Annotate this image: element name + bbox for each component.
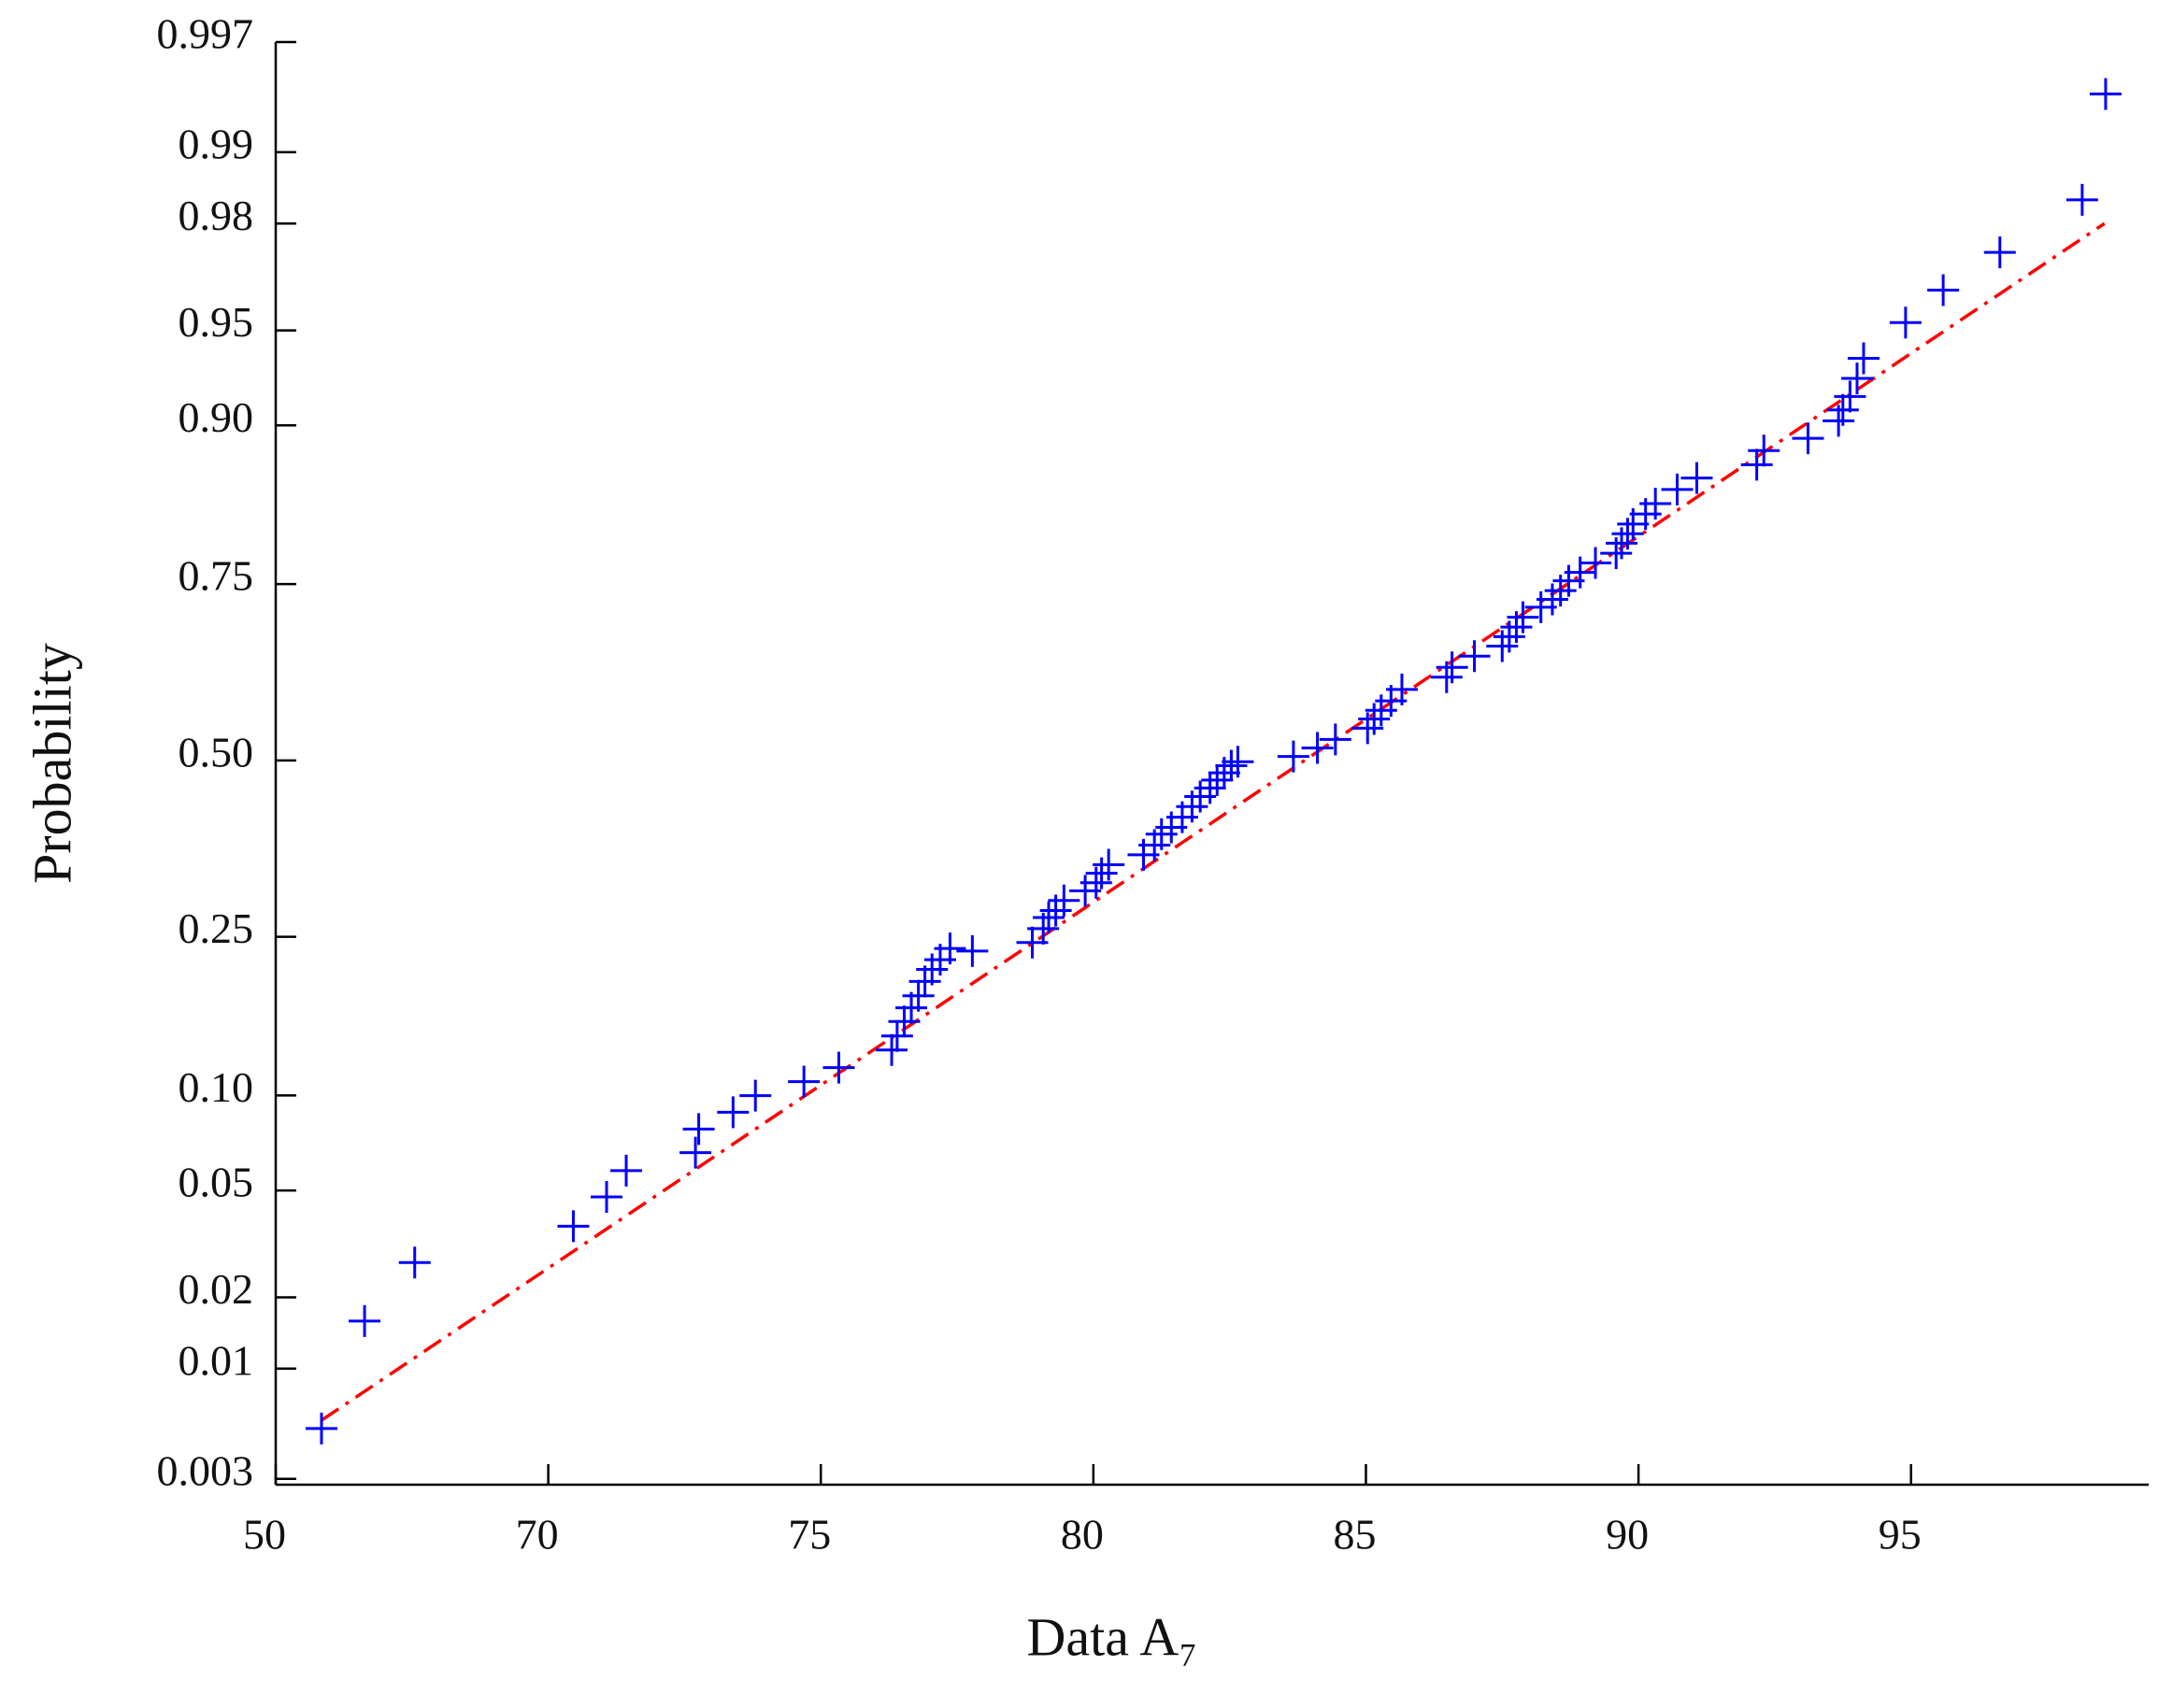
data-point (1847, 342, 1880, 375)
data-point (1661, 473, 1694, 505)
fit-line (321, 221, 2106, 1422)
data-point (1358, 703, 1391, 735)
data-point (1351, 712, 1384, 745)
data-point (895, 991, 928, 1024)
data-point (1215, 749, 1248, 782)
data-point (1536, 583, 1568, 616)
x-tick-label: 85 (1333, 1511, 1376, 1559)
x-tick-label: 75 (788, 1511, 831, 1559)
data-point (1748, 434, 1780, 467)
data-point (557, 1210, 590, 1243)
y-tick-label: 0.50 (179, 728, 254, 776)
x-tick-label: 95 (1879, 1511, 1922, 1559)
y-axis-label: Probability (21, 643, 82, 884)
data-point (682, 1113, 715, 1146)
y-tick-label: 0.05 (179, 1159, 254, 1206)
data-point (1093, 848, 1125, 881)
data-point (934, 932, 966, 965)
y-tick-label: 0.10 (179, 1063, 254, 1111)
y-tick-label: 0.99 (179, 120, 254, 167)
y-tick-label: 0.003 (157, 1446, 254, 1494)
data-point (1792, 422, 1824, 455)
data-point (1983, 236, 2016, 269)
y-tick-label: 0.98 (179, 192, 254, 239)
data-point (305, 1412, 337, 1445)
data-point (1033, 901, 1065, 933)
data-point (876, 1033, 908, 1066)
data-point (1201, 763, 1234, 796)
data-point (2089, 78, 2122, 110)
y-tick-label: 0.02 (179, 1265, 254, 1313)
data-point (1436, 651, 1468, 684)
data-point (1319, 723, 1351, 756)
data-point (1430, 661, 1463, 693)
y-tick-label: 0.25 (179, 904, 254, 952)
data-point (591, 1181, 623, 1214)
data-point (788, 1065, 821, 1098)
data-point (1222, 746, 1254, 778)
data-point (1580, 547, 1612, 579)
y-tick-label: 0.997 (157, 10, 254, 58)
data-point (1826, 393, 1859, 426)
data-point (1085, 857, 1118, 890)
data-point (1927, 274, 1960, 306)
y-tick-label: 0.95 (179, 298, 254, 346)
data-point (1194, 772, 1226, 804)
x-tick-label: 90 (1606, 1511, 1649, 1559)
data-point (1889, 306, 1922, 339)
data-point (717, 1096, 750, 1129)
data-point (1639, 488, 1672, 520)
data-point (1458, 640, 1491, 673)
data-point (1680, 462, 1713, 494)
x-tick-label: 80 (1061, 1511, 1104, 1559)
data-point (1840, 363, 1873, 395)
data-point (888, 1005, 921, 1038)
x-axis-label: Data A₇ (1027, 1606, 1198, 1667)
data-point (1048, 884, 1080, 917)
data-point (822, 1051, 855, 1084)
data-point (902, 979, 935, 1012)
data-point (1493, 620, 1525, 653)
data-point (880, 1019, 913, 1052)
data-point (956, 934, 989, 967)
x-tick-label: 50 (243, 1511, 286, 1559)
x-tick-label: 70 (516, 1511, 559, 1559)
data-point (1301, 732, 1334, 764)
data-point (349, 1304, 381, 1337)
y-tick-label: 0.75 (179, 552, 254, 600)
data-point (1385, 673, 1418, 705)
data-point (2066, 183, 2098, 216)
data-point (1507, 601, 1539, 633)
data-point (1277, 740, 1309, 773)
data-point (1740, 448, 1773, 481)
data-point (398, 1246, 431, 1279)
data-point (610, 1154, 643, 1187)
data-point (1834, 380, 1866, 413)
data-point (739, 1079, 772, 1112)
y-tick-label: 0.90 (179, 393, 254, 441)
y-tick-label: 0.01 (179, 1336, 254, 1384)
data-point (679, 1136, 712, 1169)
